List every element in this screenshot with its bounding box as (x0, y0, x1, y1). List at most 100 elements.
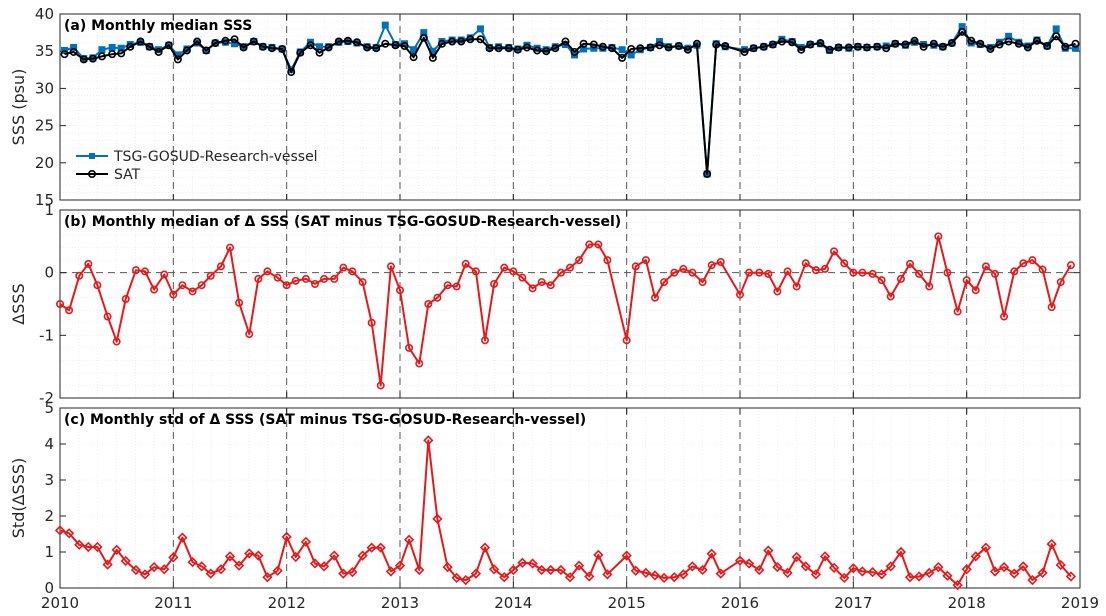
data-point (981, 262, 990, 271)
data-point (934, 232, 943, 241)
data-point (1065, 571, 1077, 582)
data-point (630, 565, 641, 576)
data-point (376, 381, 385, 390)
data-point (848, 563, 859, 574)
data-point (366, 542, 377, 553)
data-point (1004, 37, 1013, 46)
data-point (942, 570, 953, 581)
y-tick-label: 35 (35, 42, 54, 60)
data-point (989, 566, 1001, 577)
data-point (706, 548, 717, 559)
data-point (168, 552, 179, 563)
data-point (343, 36, 352, 45)
data-point (409, 53, 418, 62)
data-point (575, 256, 584, 265)
data-point (712, 40, 721, 49)
data-point (309, 558, 321, 569)
data-point (734, 555, 746, 566)
data-point (929, 39, 938, 48)
data-point (281, 531, 292, 543)
data-point (594, 240, 603, 249)
data-point (810, 569, 822, 580)
data-point (54, 525, 66, 536)
data-point (150, 285, 159, 294)
data-point (84, 259, 93, 268)
data-point (92, 541, 103, 553)
data-point (120, 555, 131, 567)
data-point (141, 267, 150, 276)
legend-label: SAT (114, 167, 141, 183)
data-point (70, 43, 78, 51)
data-point (103, 312, 112, 321)
data-point (419, 33, 428, 42)
data-point (849, 268, 858, 277)
data-point (631, 262, 640, 271)
data-point (943, 268, 952, 277)
data-point (405, 343, 414, 352)
data-point (1009, 568, 1020, 579)
data-point (593, 549, 604, 561)
data-point (245, 330, 254, 339)
data-point (1071, 39, 1080, 48)
data-point (169, 290, 178, 299)
data-point (664, 43, 673, 52)
data-point (1052, 25, 1060, 33)
data-point (768, 40, 777, 49)
data-point (93, 281, 102, 290)
data-point (905, 259, 914, 268)
panel-a-monthly-median-sss: 15 20 25 30 35 40 SSS (psu) (a) Monthly median … (9, 5, 1081, 209)
data-point (777, 37, 786, 46)
legend-marker (88, 170, 97, 179)
data-point (178, 281, 187, 290)
data-point (707, 261, 716, 270)
data-point (358, 278, 367, 287)
x-tick-label: 2017 (834, 594, 872, 612)
data-point (173, 55, 182, 64)
data-point (233, 560, 245, 571)
data-point (579, 39, 588, 48)
data-point (743, 558, 755, 569)
data-point (1043, 41, 1052, 50)
data-point (329, 550, 340, 561)
y-tick-label: 15 (35, 191, 54, 209)
data-point (437, 39, 446, 48)
data-point (433, 293, 442, 302)
data-point (692, 39, 701, 48)
data-point (126, 42, 135, 51)
data-point (443, 281, 452, 290)
data-point (825, 45, 834, 54)
data-point (372, 44, 381, 53)
data-point (159, 564, 170, 575)
data-point (517, 557, 528, 568)
data-point (783, 267, 792, 276)
data-point (839, 572, 850, 584)
data-point (400, 41, 409, 50)
data-point (565, 263, 574, 272)
data-point (537, 278, 546, 287)
data-point (754, 564, 765, 576)
data-point (533, 46, 542, 55)
data-point (910, 36, 919, 45)
data-point (391, 41, 400, 50)
data-point (278, 44, 287, 53)
data-point (117, 44, 125, 52)
data-point (570, 47, 579, 56)
data-point (352, 38, 361, 47)
data-point (986, 44, 995, 53)
axes-box (59, 407, 1081, 589)
data-point (698, 278, 707, 287)
data-point (367, 318, 376, 327)
data-point (324, 43, 333, 52)
data-point (490, 279, 499, 288)
data-point (618, 53, 627, 62)
y-tick-label: 30 (35, 79, 54, 97)
panel-b-median-delta-sss: -2 -1 0 1 ΔSSS (b) Monthly median of Δ SSS (S… (9, 201, 1081, 407)
data-point (338, 568, 349, 579)
x-tick-label: 2010 (41, 594, 79, 612)
data-point (584, 571, 595, 582)
data-point (211, 39, 220, 48)
data-point (282, 281, 291, 290)
data-point (508, 564, 519, 576)
y-tick-label: 5 (44, 399, 54, 417)
data-point (674, 41, 683, 50)
